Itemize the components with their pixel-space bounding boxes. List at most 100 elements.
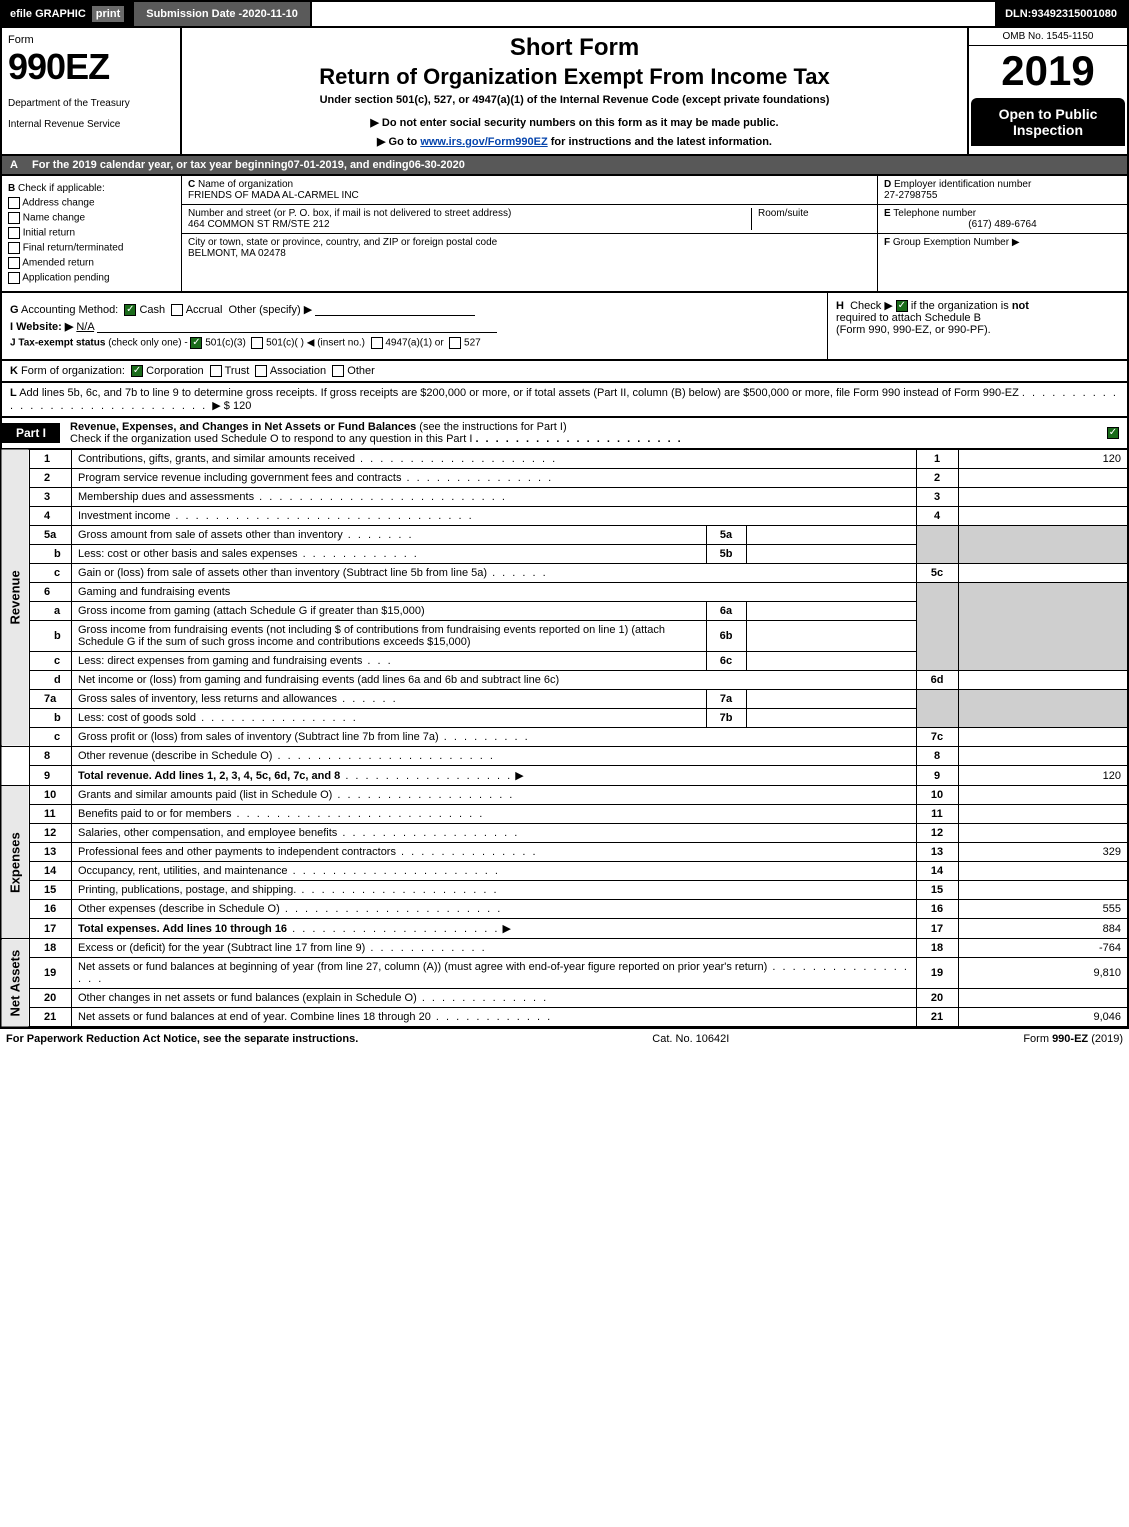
desc-21: Net assets or fund balances at end of ye…: [72, 1008, 917, 1028]
section-h: H Check ▶ ✓ if the organization is not r…: [827, 293, 1127, 359]
ln-17: 17: [30, 919, 72, 939]
chk-pending[interactable]: [8, 272, 20, 284]
chk-name-change[interactable]: [8, 212, 20, 224]
goto-link[interactable]: www.irs.gov/Form990EZ: [420, 136, 547, 148]
submission-value: 2020-11-10: [242, 8, 298, 20]
val-1: 120: [958, 449, 1128, 469]
desc-12: Salaries, other compensation, and employ…: [72, 824, 917, 843]
desc-6: Gaming and fundraising events: [72, 583, 917, 602]
chk-corp[interactable]: ✓: [131, 365, 143, 377]
desc-6c: Less: direct expenses from gaming and fu…: [72, 652, 707, 671]
section-def: D Employer identification number 27-2798…: [877, 176, 1127, 291]
desc-17: Total expenses. Add lines 10 through 16 …: [72, 919, 917, 939]
omb-number: OMB No. 1545-1150: [969, 28, 1127, 46]
part1-end-chk: ✓: [1107, 427, 1127, 439]
part1-dots: . . . . . . . . . . . . . . . . . . . . …: [475, 433, 682, 445]
desc-2-text: Program service revenue including govern…: [78, 472, 401, 484]
print-button[interactable]: print: [92, 6, 124, 22]
desc-7c: Gross profit or (loss) from sales of inv…: [72, 728, 917, 747]
desc-21-text: Net assets or fund balances at end of ye…: [78, 1011, 431, 1023]
subval-7b: [746, 709, 916, 728]
part1-subtitle: (see the instructions for Part I): [419, 421, 566, 433]
desc-10-text: Grants and similar amounts paid (list in…: [78, 789, 332, 801]
ssn-warning: ▶ Do not enter social security numbers o…: [192, 116, 957, 129]
desc-20: Other changes in net assets or fund bala…: [72, 989, 917, 1008]
period-pre: For the 2019 calendar year, or tax year …: [32, 159, 288, 171]
footer-right-form: 990-EZ: [1052, 1033, 1088, 1045]
form-title: Return of Organization Exempt From Incom…: [192, 64, 957, 90]
chk-part1-scho[interactable]: ✓: [1107, 427, 1119, 439]
ln-3: 3: [30, 488, 72, 507]
chk-h[interactable]: ✓: [896, 300, 908, 312]
h-not: not: [1012, 300, 1029, 312]
other-org: Other: [347, 365, 375, 377]
col-16: 16: [916, 900, 958, 919]
city-value: BELMONT, MA 02478: [188, 248, 286, 259]
desc-7a-text: Gross sales of inventory, less returns a…: [78, 693, 337, 705]
val-15: [958, 881, 1128, 900]
d-label: D: [884, 179, 891, 190]
desc-18: Excess or (deficit) for the year (Subtra…: [72, 939, 917, 958]
desc-6b-pre: Gross income from fundraising events (no…: [78, 624, 341, 636]
form-word: Form: [8, 34, 174, 46]
chk-527[interactable]: [449, 337, 461, 349]
org-name: FRIENDS OF MADA AL-CARMEL INC: [188, 190, 359, 201]
ln-8: 8: [30, 747, 72, 766]
desc-14-text: Occupancy, rent, utilities, and maintena…: [78, 865, 288, 877]
entity-row: B Check if applicable: Address change Na…: [0, 174, 1129, 291]
chk-other-org[interactable]: [332, 365, 344, 377]
c-label: C: [188, 179, 195, 190]
side-rev-end: [1, 747, 30, 786]
h-label: H: [836, 300, 844, 312]
website-label: Website: ▶: [16, 321, 73, 333]
col-14: 14: [916, 862, 958, 881]
initial-return: Initial return: [23, 228, 75, 239]
amended-return: Amended return: [22, 258, 94, 269]
ein-label: Employer identification number: [894, 179, 1031, 190]
desc-7c-text: Gross profit or (loss) from sales of inv…: [78, 731, 439, 743]
chk-501c3[interactable]: ✓: [190, 337, 202, 349]
chk-initial[interactable]: [8, 227, 20, 239]
shade-5ab: [916, 526, 958, 564]
s501c: 501(c)( ) ◀ (insert no.): [266, 338, 365, 349]
desc-16: Other expenses (describe in Schedule O) …: [72, 900, 917, 919]
desc-5a-text: Gross amount from sale of assets other t…: [78, 529, 343, 541]
col-18: 18: [916, 939, 958, 958]
h-text3: required to attach Schedule B: [836, 312, 981, 324]
chk-4947[interactable]: [371, 337, 383, 349]
val-8: [958, 747, 1128, 766]
ln-13: 13: [30, 843, 72, 862]
sub-6b: 6b: [706, 621, 746, 652]
chk-assoc[interactable]: [255, 365, 267, 377]
chk-addr-change[interactable]: [8, 197, 20, 209]
chk-accrual[interactable]: [171, 304, 183, 316]
chk-amended[interactable]: [8, 257, 20, 269]
ln-9: 9: [30, 766, 72, 786]
k-label: K: [10, 365, 18, 377]
desc-7b-text: Less: cost of goods sold: [78, 712, 196, 724]
title-box: Short Form Return of Organization Exempt…: [182, 28, 967, 154]
ln-16: 16: [30, 900, 72, 919]
part1-table: Revenue 1 Contributions, gifts, grants, …: [0, 448, 1129, 1028]
ln-5b: b: [30, 545, 72, 564]
l-arrow: ▶ $: [212, 400, 230, 412]
desc-20-text: Other changes in net assets or fund bala…: [78, 992, 417, 1004]
ln-7c: c: [30, 728, 72, 747]
room-suite: Room/suite: [751, 208, 871, 230]
ln-2: 2: [30, 469, 72, 488]
chk-final[interactable]: [8, 242, 20, 254]
desc-9: Total revenue. Add lines 1, 2, 3, 4, 5c,…: [72, 766, 917, 786]
acct-label: Accounting Method:: [21, 304, 118, 316]
section-a-label: A: [10, 159, 32, 171]
chk-cash[interactable]: ✓: [124, 304, 136, 316]
chk-trust[interactable]: [210, 365, 222, 377]
desc-5b-text: Less: cost or other basis and sales expe…: [78, 548, 298, 560]
ln-11: 11: [30, 805, 72, 824]
chk-501c[interactable]: [251, 337, 263, 349]
j-label: J: [10, 338, 16, 349]
part1-title-text: Revenue, Expenses, and Changes in Net As…: [70, 421, 416, 433]
k-form-label: Form of organization:: [21, 365, 125, 377]
desc-9-text: Total revenue. Add lines 1, 2, 3, 4, 5c,…: [78, 770, 340, 782]
ln-14: 14: [30, 862, 72, 881]
top-bar: efile GRAPHIC print Submission Date - 20…: [0, 0, 1129, 28]
